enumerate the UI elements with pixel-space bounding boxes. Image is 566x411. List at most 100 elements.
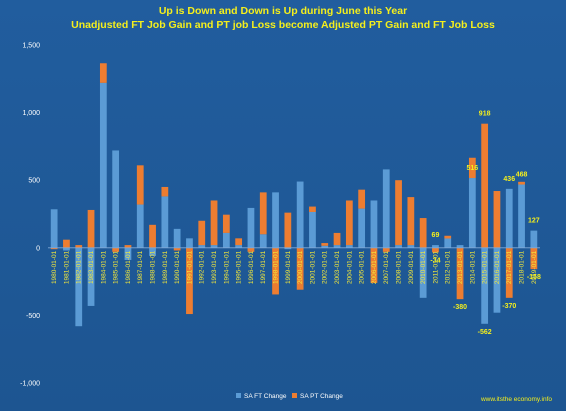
pt-bar [444, 235, 452, 239]
ft-bar [149, 247, 156, 256]
pt-bar [432, 247, 439, 253]
x-tick-label: 2003-01-01 [334, 250, 341, 284]
x-tick-label: 2015-01-01 [482, 250, 489, 284]
ft-bar [444, 238, 452, 248]
data-label: -34 [430, 257, 440, 264]
data-label: 468 [516, 172, 528, 179]
pt-bar [407, 197, 415, 246]
pt-bar [222, 214, 230, 233]
y-tick-label: -500 [26, 313, 40, 320]
y-tick-label: 1,000 [22, 110, 40, 117]
x-tick-label: 1998-01-01 [273, 250, 280, 284]
x-tick-label: 1993-01-01 [211, 250, 218, 284]
x-tick-label: 2017-01-01 [506, 250, 513, 284]
pt-bar [173, 247, 181, 251]
pt-bar [382, 247, 390, 252]
x-axis: 1980-01-01 1981-01-01 1982-01-01 1983-01-01… [48, 247, 540, 284]
x-tick-label: 1990-01-01 [174, 250, 181, 284]
data-label: -562 [478, 329, 492, 336]
data-label: -158 [527, 274, 541, 281]
x-tick-label: 1997-01-01 [260, 250, 267, 284]
x-tick-label: 2011-01-01 [432, 250, 439, 283]
ft-bar [284, 247, 292, 250]
x-tick-label: 2001-01-01 [309, 250, 316, 284]
x-tick-label: 1982-01-01 [76, 250, 83, 284]
x-tick-label: 2012-01-01 [445, 250, 452, 284]
x-tick-label: 2013-01-01 [457, 250, 464, 284]
ft-bar [382, 169, 390, 248]
chart-title: Up is Down and Down is Up during June th… [159, 5, 407, 17]
pt-bar [333, 232, 341, 246]
legend: SA FT Change SA PT Change [236, 393, 343, 400]
x-tick-label: 2016-01-01 [494, 250, 501, 284]
ft-bar [124, 247, 132, 260]
pt-bar [518, 181, 525, 185]
ft-bar [235, 245, 243, 248]
pt-bar [210, 200, 218, 246]
y-tick-label: 0 [36, 245, 40, 252]
ft-bar [87, 247, 95, 306]
ft-bar [136, 204, 144, 248]
x-tick-label: 1995-01-01 [236, 250, 243, 284]
x-tick-label: 1991-01-01 [186, 250, 193, 284]
ft-bar [370, 200, 378, 248]
pt-bar [419, 218, 427, 248]
x-tick-label: 1999-01-01 [285, 250, 292, 284]
data-label: -370 [502, 303, 516, 310]
ft-bar [63, 247, 70, 251]
ft-bar [345, 245, 353, 248]
ft-bar [99, 82, 107, 248]
pt-bar [296, 247, 304, 290]
ft-bar [333, 245, 341, 248]
x-tick-label: 1994-01-01 [223, 250, 230, 284]
ft-bar [419, 247, 427, 298]
ft-bar [518, 184, 525, 248]
pt-bar [87, 209, 95, 248]
y-tick-label: -1,000 [20, 381, 40, 388]
ft-bar [395, 245, 402, 248]
chart-subtitle: Unadjusted FT Job Gain and PT job Loss b… [71, 19, 495, 31]
ft-bar [259, 234, 267, 248]
ft-bar [358, 208, 366, 248]
ft-bar [493, 247, 501, 313]
pt-bar [149, 224, 156, 248]
data-label: 516 [467, 165, 479, 172]
pt-bar [456, 247, 464, 300]
x-tick-label: 2008-01-01 [396, 250, 403, 284]
ft-bar [481, 247, 489, 324]
pt-bar [345, 200, 353, 246]
ft-bar [161, 196, 169, 248]
pt-bar [136, 165, 144, 205]
ft-bar [173, 228, 181, 248]
x-tick-label: 2018-01-01 [519, 250, 526, 284]
x-tick-label: 1988-01-01 [150, 250, 157, 284]
data-label: -380 [453, 304, 467, 311]
ft-bar [222, 232, 230, 248]
bars [50, 63, 538, 327]
pt-bar [112, 247, 120, 252]
x-tick-label: 1980-01-01 [51, 250, 58, 284]
y-tick-label: 1,500 [22, 43, 40, 50]
x-tick-label: 1989-01-01 [162, 250, 169, 284]
pt-bar [395, 180, 402, 246]
pt-bar [370, 247, 378, 283]
ft-bar [296, 181, 304, 248]
x-tick-label: 1987-01-01 [137, 250, 144, 284]
ft-bar [309, 211, 316, 248]
pt-bar [272, 247, 279, 295]
ft-bar [210, 245, 218, 248]
x-tick-label: 2004-01-01 [346, 250, 353, 284]
x-tick-label: 1984-01-01 [100, 250, 107, 284]
pt-bar [505, 247, 513, 298]
pt-bar [99, 63, 107, 83]
x-tick-label: 2002-01-01 [322, 250, 329, 284]
x-tick-label: 2010-01-01 [420, 250, 427, 284]
x-tick-label: 1986-01-01 [125, 250, 132, 284]
pt-bar [63, 239, 70, 248]
data-label: 69 [432, 232, 440, 239]
legend-label: SA FT Change [244, 393, 287, 400]
x-tick-label: 2007-01-01 [383, 250, 390, 284]
x-tick-label: 1981-01-01 [63, 250, 70, 284]
